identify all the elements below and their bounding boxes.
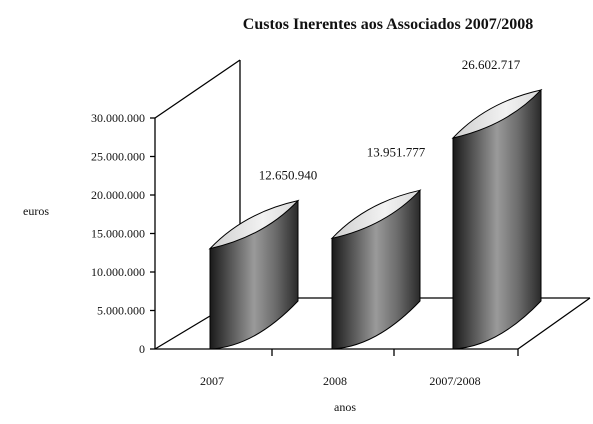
x-tick-label: 2007/2008 [429, 374, 480, 388]
x-tick-label: 2008 [323, 374, 347, 388]
data-label: 26.602.717 [462, 57, 521, 72]
y-tick-label: 10.000.000 [91, 265, 145, 279]
y-axis-label: euros [23, 204, 49, 218]
chart-title: Custos Inerentes aos Associados 2007/200… [243, 16, 533, 33]
data-label: 12.650.940 [259, 168, 318, 183]
x-axis [271, 349, 519, 356]
x-tick-labels: 2007 2008 2007/2008 [200, 374, 481, 388]
data-label: 13.951.777 [367, 144, 426, 159]
x-axis-label: anos [334, 400, 356, 414]
bar [451, 88, 543, 350]
bar-top [451, 89, 543, 139]
y-tick-label: 30.000.000 [91, 111, 145, 125]
bars [208, 88, 543, 350]
x-tick-label: 2007 [200, 374, 224, 388]
bar [330, 189, 422, 350]
y-tick-label: 15.000.000 [91, 227, 145, 241]
y-tick-label: 20.000.000 [91, 188, 145, 202]
data-labels: 12.650.940 13.951.777 26.602.717 [259, 57, 521, 183]
bar [208, 199, 300, 350]
y-tick-label: 0 [139, 342, 145, 356]
y-tick-label: 25.000.000 [91, 150, 145, 164]
y-ticks: 0 5.000.000 10.000.000 15.000.000 20.000.000… [91, 111, 155, 356]
bar-top [208, 199, 300, 250]
y-tick-label: 5.000.000 [97, 304, 145, 318]
bar-top [330, 189, 422, 240]
